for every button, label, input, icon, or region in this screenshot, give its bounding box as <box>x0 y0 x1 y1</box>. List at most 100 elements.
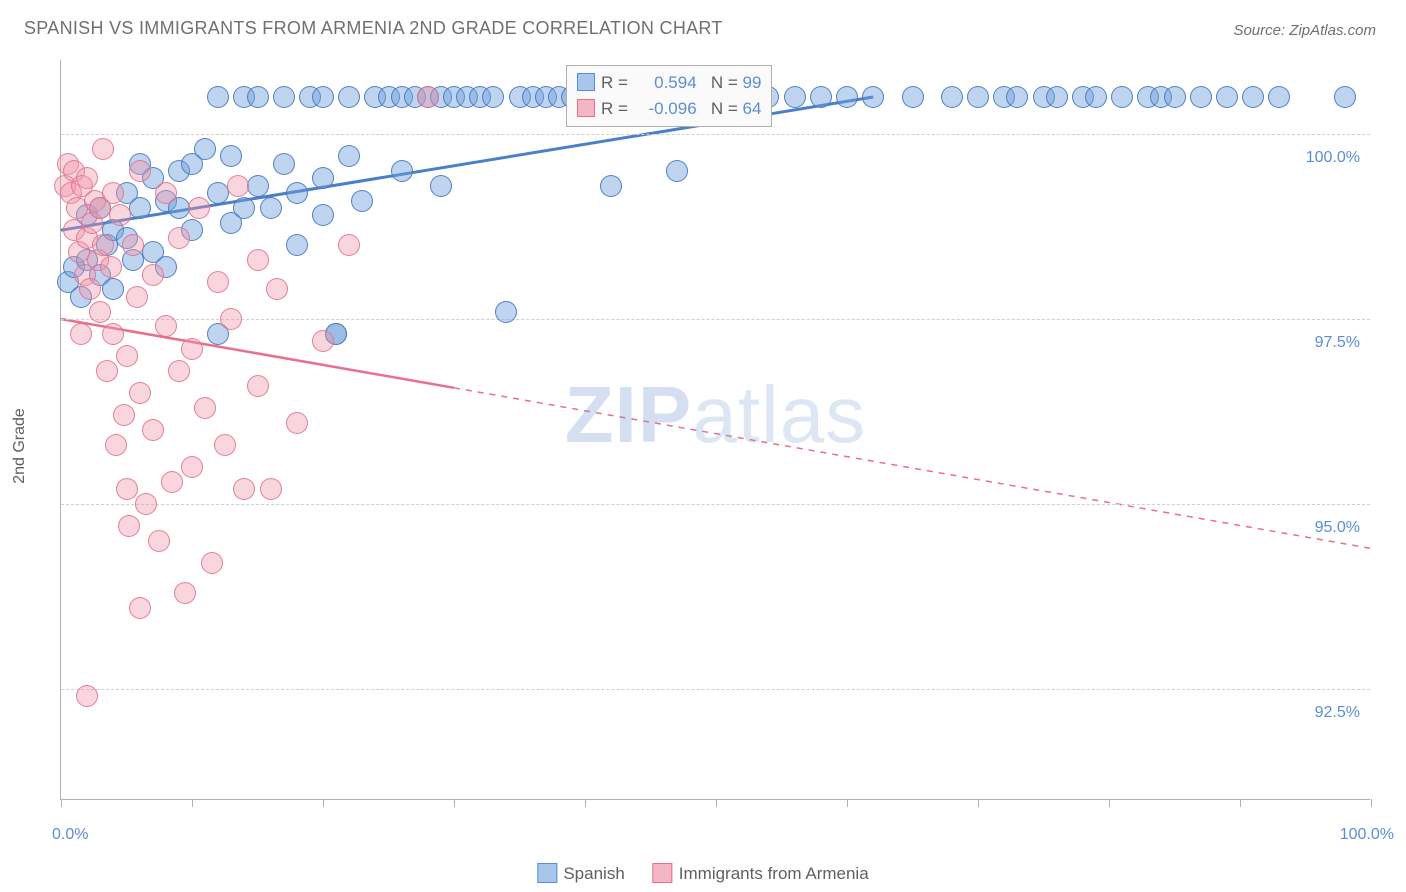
data-point <box>96 360 118 382</box>
data-point <box>142 419 164 441</box>
data-point <box>92 138 114 160</box>
data-point <box>247 249 269 271</box>
data-point <box>338 234 360 256</box>
data-point <box>312 204 334 226</box>
data-point <box>1046 86 1068 108</box>
data-point <box>430 175 452 197</box>
data-point <box>247 175 269 197</box>
data-point <box>600 175 622 197</box>
stat-r-label: R = <box>601 99 628 118</box>
x-tick <box>192 799 193 807</box>
legend-label: Spanish <box>563 864 624 883</box>
data-point <box>810 86 832 108</box>
data-point <box>286 234 308 256</box>
data-point <box>220 145 242 167</box>
legend-label: Immigrants from Armenia <box>679 864 869 883</box>
data-point <box>116 478 138 500</box>
data-point <box>89 301 111 323</box>
data-point <box>100 256 122 278</box>
data-point <box>188 197 210 219</box>
data-point <box>273 153 295 175</box>
x-tick <box>1240 799 1241 807</box>
data-point <box>76 167 98 189</box>
data-point <box>118 515 140 537</box>
data-point <box>92 234 114 256</box>
data-point <box>129 597 151 619</box>
data-point <box>967 86 989 108</box>
data-point <box>76 685 98 707</box>
data-point <box>102 323 124 345</box>
data-point <box>862 86 884 108</box>
x-tick <box>1109 799 1110 807</box>
data-point <box>666 160 688 182</box>
data-point <box>312 167 334 189</box>
legend-swatch <box>653 863 673 883</box>
data-point <box>181 456 203 478</box>
x-tick <box>323 799 324 807</box>
data-point <box>286 182 308 204</box>
data-point <box>286 412 308 434</box>
data-point <box>1111 86 1133 108</box>
series-swatch <box>577 99 595 117</box>
data-point <box>1190 86 1212 108</box>
data-point <box>207 86 229 108</box>
data-point <box>201 552 223 574</box>
data-point <box>126 286 148 308</box>
data-point <box>220 308 242 330</box>
y-tick-label: 95.0% <box>1315 519 1360 537</box>
data-point <box>495 301 517 323</box>
chart-title: SPANISH VS IMMIGRANTS FROM ARMENIA 2ND G… <box>24 18 723 39</box>
gridline <box>61 689 1370 690</box>
data-point <box>266 278 288 300</box>
correlation-stat-box: R = 0.594 N = 99R = -0.096 N = 64 <box>566 65 772 127</box>
stat-r-value: 0.594 <box>633 70 697 96</box>
legend-item: Immigrants from Armenia <box>653 863 869 884</box>
y-axis-label: 2nd Grade <box>11 408 29 484</box>
series-swatch <box>577 73 595 91</box>
stat-n-value: 64 <box>743 99 762 118</box>
data-point <box>233 478 255 500</box>
data-point <box>174 582 196 604</box>
data-point <box>227 175 249 197</box>
stat-row: R = 0.594 N = 99 <box>577 70 761 96</box>
data-point <box>941 86 963 108</box>
data-point <box>391 160 413 182</box>
stat-n-label: N = <box>711 99 738 118</box>
stat-row: R = -0.096 N = 64 <box>577 96 761 122</box>
data-point <box>338 86 360 108</box>
x-axis-max-label: 100.0% <box>1340 826 1394 844</box>
x-tick <box>585 799 586 807</box>
data-point <box>338 145 360 167</box>
x-tick <box>61 799 62 807</box>
data-point <box>142 264 164 286</box>
chart-source: Source: ZipAtlas.com <box>1233 22 1376 39</box>
y-tick-label: 92.5% <box>1315 704 1360 722</box>
y-tick-label: 100.0% <box>1306 149 1360 167</box>
x-tick <box>716 799 717 807</box>
data-point <box>105 434 127 456</box>
data-point <box>102 182 124 204</box>
data-point <box>247 375 269 397</box>
data-point <box>102 278 124 300</box>
data-point <box>79 278 101 300</box>
data-point <box>1216 86 1238 108</box>
stat-n-value: 99 <box>743 73 762 92</box>
data-point <box>260 478 282 500</box>
data-point <box>135 493 157 515</box>
stat-n-label: N = <box>711 73 738 92</box>
data-point <box>260 197 282 219</box>
data-point <box>1268 86 1290 108</box>
gridline <box>61 134 1370 135</box>
data-point <box>155 182 177 204</box>
data-point <box>168 360 190 382</box>
data-point <box>1334 86 1356 108</box>
data-point <box>155 315 177 337</box>
data-point <box>273 86 295 108</box>
data-point <box>161 471 183 493</box>
data-point <box>194 138 216 160</box>
data-point <box>129 382 151 404</box>
plot-area: 92.5%95.0%97.5%100.0% ZIPatlas R = 0.594… <box>60 60 1370 800</box>
data-point <box>168 227 190 249</box>
x-tick <box>454 799 455 807</box>
data-point <box>784 86 806 108</box>
